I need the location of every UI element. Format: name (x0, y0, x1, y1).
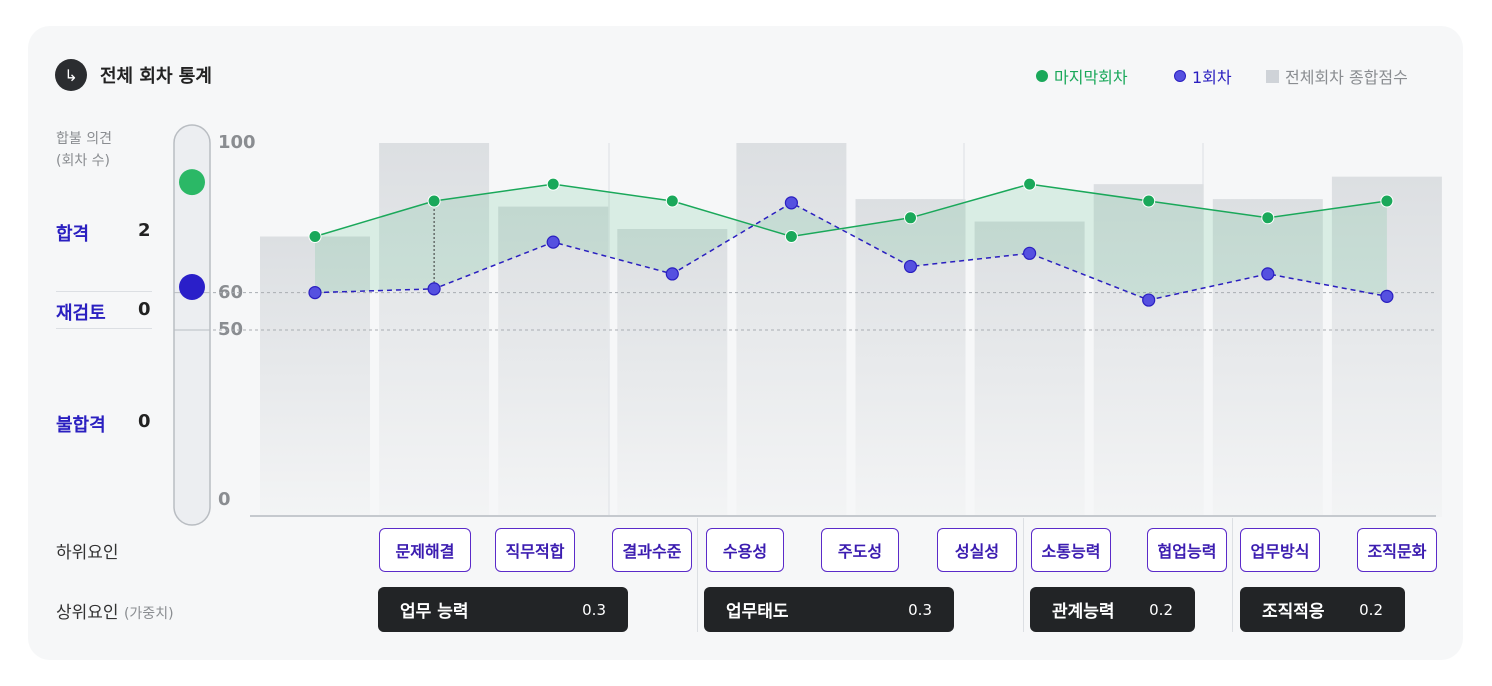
last-round-line (314, 183, 1388, 238)
sub-factor-chip[interactable]: 협업능력 (1147, 528, 1227, 572)
divider (56, 291, 152, 292)
upper-factor-row-label: 상위요인 (가중치) (56, 598, 174, 623)
upper-factor-2: 관계능력 0.2 (1030, 587, 1195, 632)
y-tick-60: 60 (218, 282, 244, 303)
upper-label: 상위요인 (56, 603, 119, 623)
group-divider (1023, 518, 1024, 632)
first-round-point (903, 259, 918, 274)
legend-first-round: 1회차 (1174, 64, 1232, 88)
first-round-point (784, 196, 799, 210)
pass-count: 2 (138, 220, 151, 241)
sub-factor-chip[interactable]: 주도성 (821, 528, 899, 572)
last-round-point (1023, 177, 1037, 191)
last-round-point (784, 230, 798, 243)
sub-factor-chip[interactable]: 문제해결 (379, 528, 471, 572)
last-round-point (427, 194, 441, 208)
bar-성실성 (855, 199, 966, 517)
group-weight: 0.2 (1149, 600, 1173, 619)
group-divider (1232, 518, 1233, 632)
first-round-point (427, 282, 441, 296)
fail-label: 불합격 (56, 415, 106, 436)
first-round-point (1380, 289, 1394, 303)
first-round-point (1022, 246, 1037, 260)
first-round-point (1142, 293, 1156, 307)
legend-last-round: 마지막회차 (1036, 64, 1128, 88)
first-round-point (546, 235, 560, 249)
sub-factor-chip[interactable]: 소통능력 (1031, 528, 1111, 572)
sub-factor-chip[interactable]: 직무적합 (495, 528, 575, 572)
review-count: 0 (138, 299, 151, 320)
upper-factor-3: 조직적응 0.2 (1240, 587, 1405, 632)
difference-area (315, 184, 1387, 301)
review-label: 재검토 (56, 303, 106, 324)
pass-label: 합격 (56, 224, 90, 245)
last-round-point (308, 230, 322, 243)
gauge-marker-last-round (179, 169, 205, 196)
bar-문제해결 (260, 236, 370, 517)
first-round-point (308, 286, 322, 300)
first-round-point (665, 267, 679, 281)
sub-factor-chip[interactable]: 업무방식 (1240, 528, 1320, 572)
fail-count: 0 (138, 411, 151, 432)
gauge-marker-first-round (179, 273, 205, 300)
gray-square-icon (1266, 69, 1279, 83)
weight-note: (가중치) (123, 606, 174, 622)
side-heading-2: (회차 수) (56, 153, 111, 169)
sub-factor-chip[interactable]: 수용성 (706, 528, 784, 572)
sub-factor-chip[interactable]: 성실성 (937, 528, 1017, 572)
legend-label: 1회차 (1192, 68, 1232, 87)
group-weight: 0.3 (908, 600, 932, 619)
legend-label: 전체회차 종합점수 (1285, 68, 1408, 87)
upper-factor-1: 업무태도 0.3 (704, 587, 954, 632)
group-name: 업무 능력 (400, 602, 469, 622)
side-heading: 합불 의견 (회차 수) (56, 128, 112, 172)
arrow-turn-right-icon: ↳ (55, 59, 87, 91)
sub-factor-row-label: 하위요인 (56, 543, 119, 563)
group-divider (697, 518, 698, 632)
divider (56, 328, 152, 329)
last-round-point (1142, 194, 1156, 208)
y-tick-50: 50 (218, 319, 244, 340)
green-dot-icon (1036, 70, 1048, 82)
first-round-point (1261, 267, 1275, 281)
legend-total: 전체회차 종합점수 (1266, 64, 1408, 88)
group-name: 관계능력 (1052, 602, 1115, 622)
side-heading-1: 합불 의견 (56, 131, 112, 147)
group-weight: 0.2 (1359, 600, 1383, 619)
sub-factor-chip[interactable]: 조직문화 (1357, 528, 1437, 572)
sub-factor-chip[interactable]: 결과수준 (612, 528, 692, 572)
last-round-point (904, 211, 917, 225)
gauge-track (173, 124, 211, 526)
y-tick-100: 100 (218, 132, 256, 153)
legend-label: 마지막회차 (1054, 68, 1128, 87)
last-round-point (1261, 211, 1275, 225)
bar-업무방식 (1212, 199, 1323, 517)
bar-협업능력 (1093, 184, 1204, 517)
last-round-point (546, 177, 560, 191)
blue-dot-icon (1174, 70, 1186, 82)
group-weight: 0.3 (582, 600, 606, 619)
group-name: 조직적응 (1262, 602, 1325, 622)
upper-factor-0: 업무 능력 0.3 (378, 587, 628, 632)
first-round-line (314, 201, 1388, 301)
last-round-point (665, 194, 679, 208)
group-name: 업무태도 (726, 602, 789, 622)
page-title: 전체 회차 통계 (100, 66, 212, 87)
last-round-point (1380, 194, 1394, 208)
bar-조직문화 (1331, 176, 1442, 517)
y-tick-0: 0 (218, 489, 231, 510)
bar-결과수준 (498, 206, 609, 517)
bar-소통능력 (974, 221, 1085, 518)
